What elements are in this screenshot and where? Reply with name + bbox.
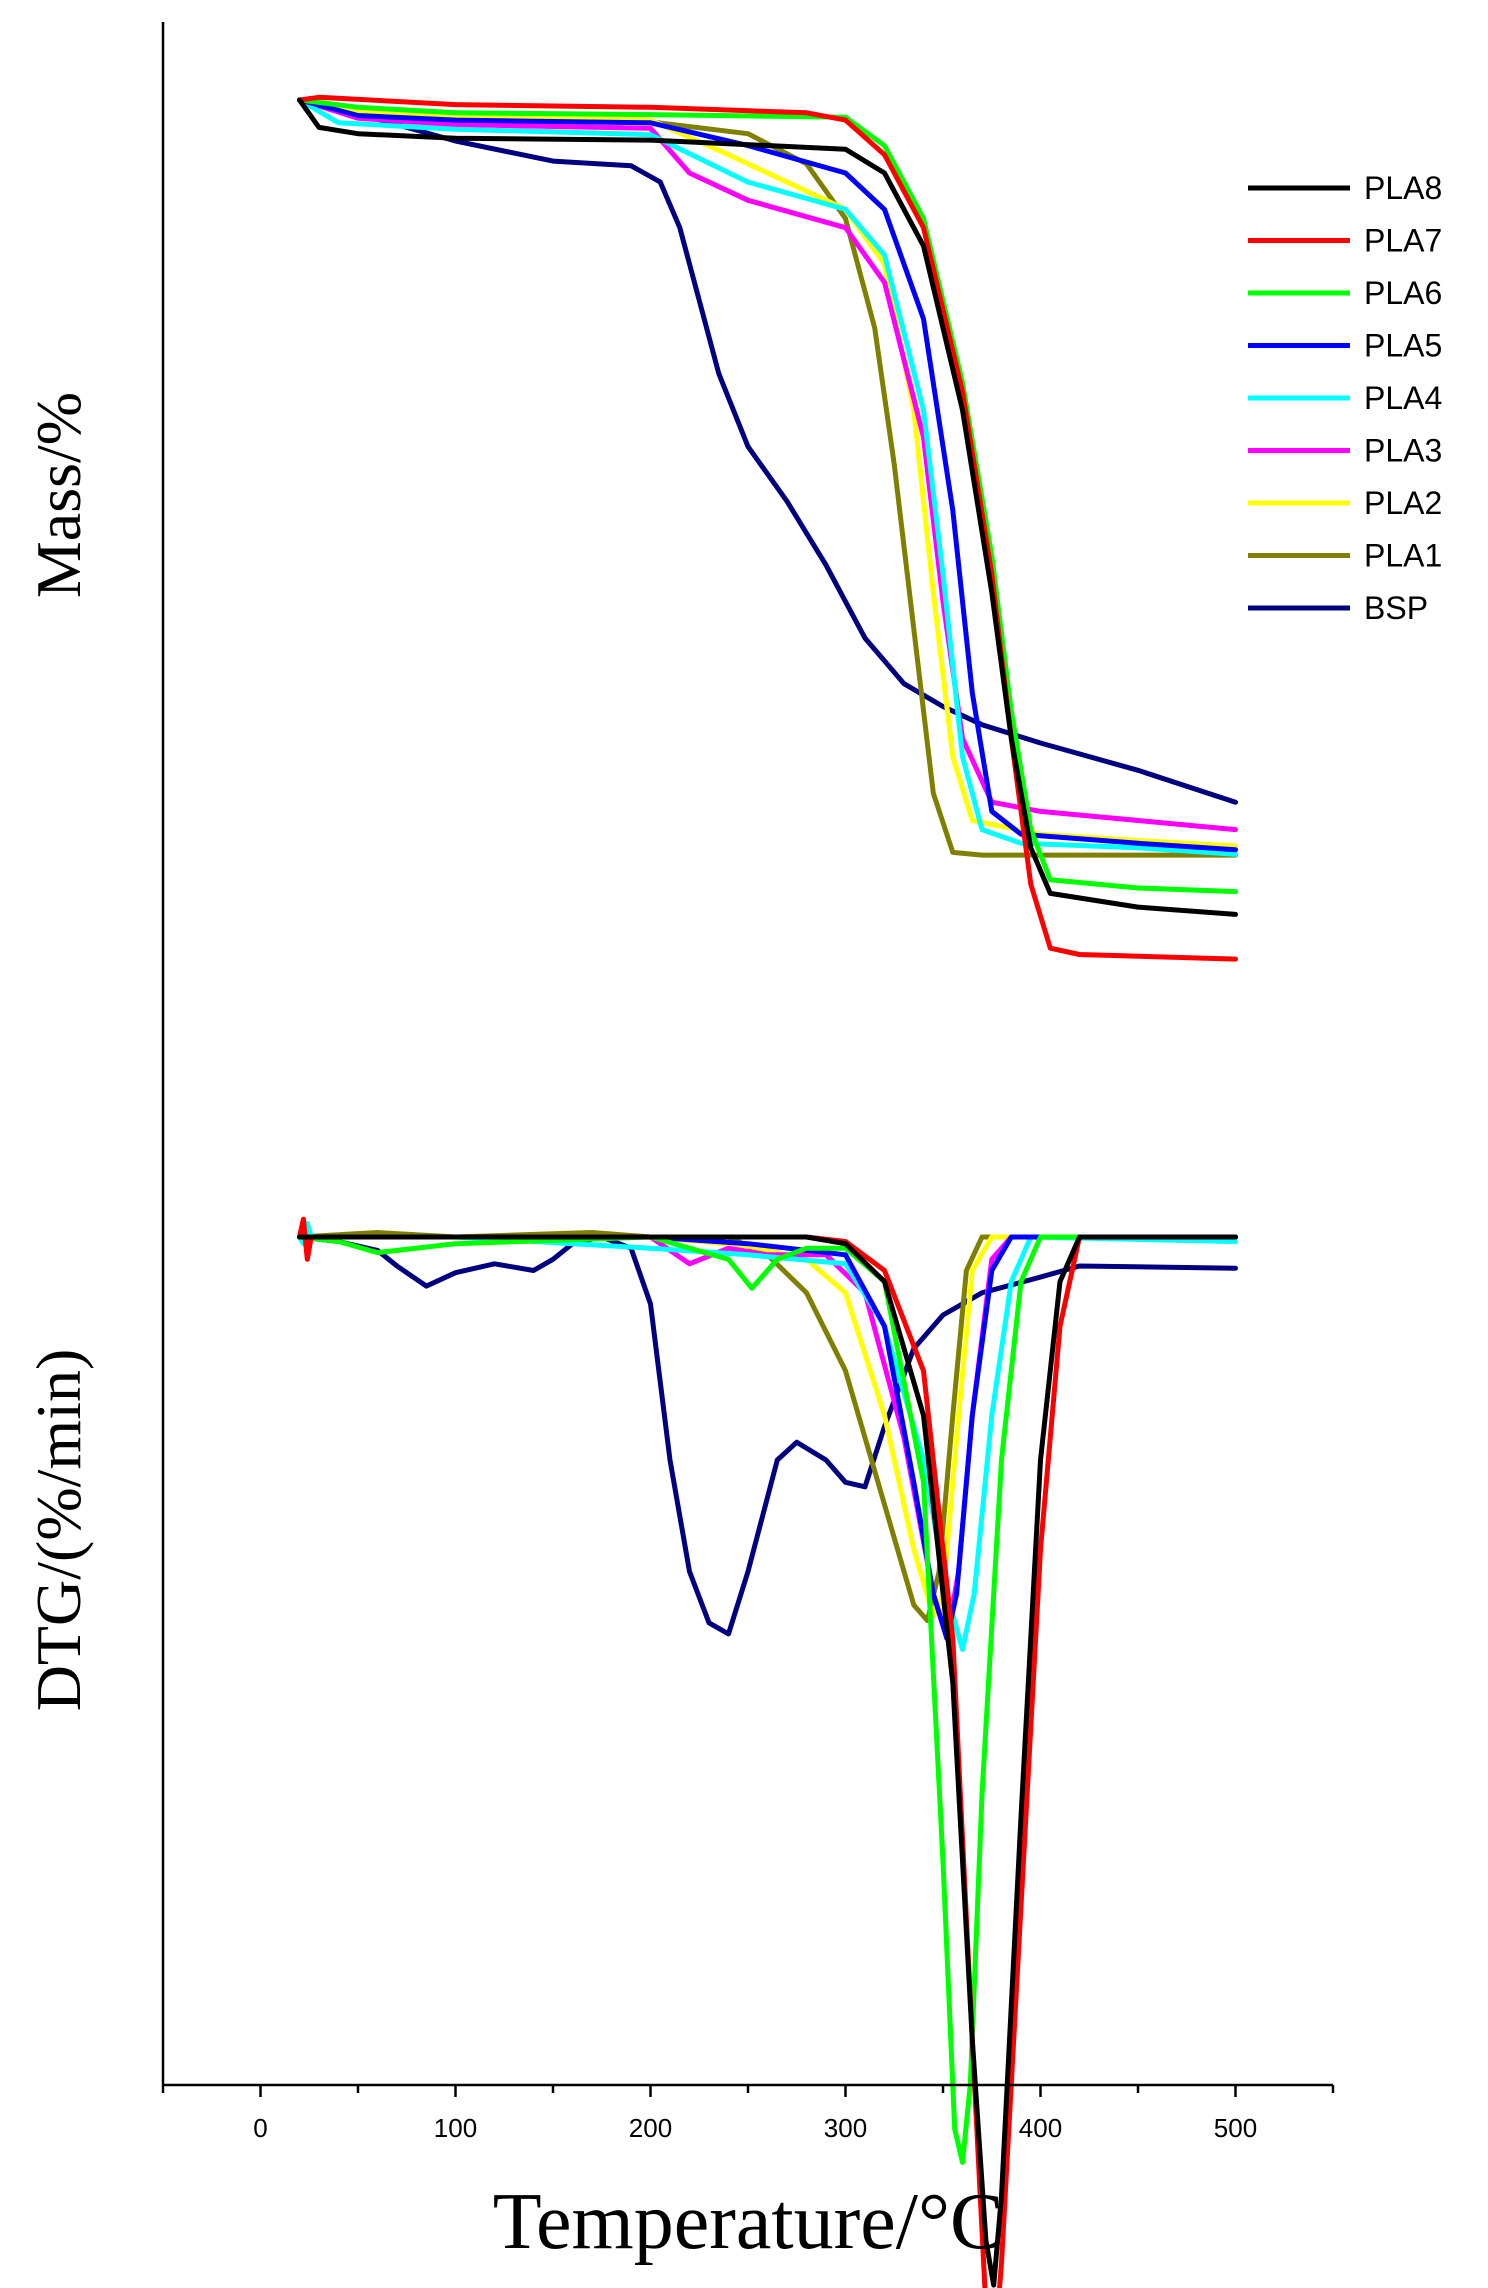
tga-line-pla6	[297, 97, 1238, 895]
tga-line-pla7	[297, 94, 1238, 962]
x-ticks: 0 100 200 300 400 500	[161, 2085, 1335, 2143]
dtg-line-pla2	[297, 1234, 1238, 1619]
x-tick-label: 200	[629, 2113, 672, 2143]
x-tick-label: 500	[1214, 2113, 1257, 2143]
legend-label-bsp: BSP	[1364, 590, 1428, 626]
tga-line-pla8	[297, 97, 1238, 917]
dtg-line-pla6	[297, 1234, 1238, 2165]
dtg-line-pla3	[297, 1234, 1238, 1641]
legend-label-pla4: PLA4	[1364, 380, 1442, 416]
legend-label-pla1: PLA1	[1364, 538, 1442, 574]
tga-line-bsp	[297, 97, 1238, 805]
legend-label-pla7: PLA7	[1364, 223, 1442, 259]
y-axis-title-mass: Mass/%	[23, 392, 94, 598]
x-tick-label: 300	[824, 2113, 867, 2143]
legend-label-pla2: PLA2	[1364, 485, 1442, 521]
dtg-line-pla8	[297, 1234, 1238, 2288]
x-tick-label: 400	[1019, 2113, 1062, 2143]
plot-area	[297, 94, 1238, 2288]
dtg-line-pla5	[297, 1234, 1238, 1641]
dtg-line-bsp	[297, 1234, 1238, 1637]
legend-label-pla6: PLA6	[1364, 275, 1442, 311]
dtg-line-pla4	[297, 1221, 1238, 1652]
x-tick-label: 100	[434, 2113, 477, 2143]
x-axis-title: Temperature/°C	[493, 2178, 1004, 2266]
dtg-line-pla1	[297, 1230, 1238, 1624]
legend-label-pla5: PLA5	[1364, 328, 1442, 364]
tga-line-pla3	[297, 97, 1238, 833]
legend: PLA8 PLA7 PLA6 PLA5 PLA4 PLA3 PLA2 PLA1 BSP	[1248, 170, 1442, 626]
legend-label-pla3: PLA3	[1364, 433, 1442, 469]
legend-label-pla8: PLA8	[1364, 170, 1442, 206]
tga-line-pla4	[297, 97, 1238, 857]
y-axis-title-dtg: DTG/(%/min)	[23, 1349, 94, 1712]
tga-line-pla5	[297, 97, 1238, 853]
axes	[161, 22, 1333, 2087]
x-tick-label: 0	[253, 2113, 267, 2143]
